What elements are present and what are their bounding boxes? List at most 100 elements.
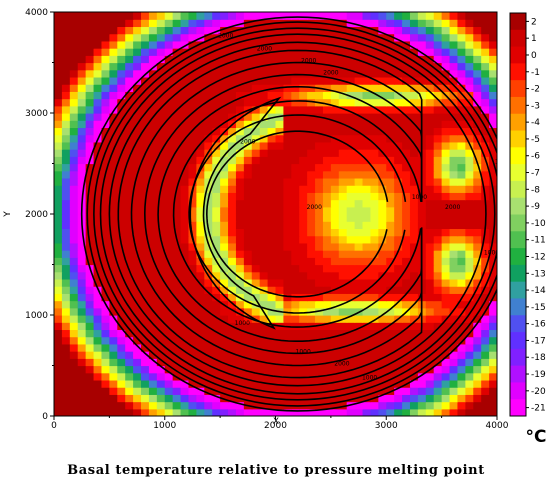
field-cell	[235, 358, 245, 367]
field-cell	[386, 372, 395, 381]
field-cell	[433, 329, 443, 338]
colorbar-swatch	[510, 29, 526, 47]
field-cell	[322, 62, 332, 71]
field-cell	[481, 69, 490, 78]
field-cell	[251, 199, 261, 208]
field-cell	[307, 379, 316, 388]
field-cell	[362, 315, 372, 323]
field-cell	[85, 91, 95, 100]
field-cell	[196, 408, 205, 416]
field-cell	[228, 48, 237, 56]
field-cell	[402, 387, 411, 395]
field-cell	[473, 228, 482, 237]
field-cell	[164, 12, 174, 20]
field-cell	[93, 84, 103, 92]
field-cell	[243, 134, 253, 143]
field-cell	[465, 264, 474, 273]
colorbar-swatch	[510, 281, 526, 299]
field-cell	[425, 177, 435, 186]
field-cell	[141, 26, 150, 35]
field-cell	[61, 113, 71, 121]
field-cell	[489, 322, 497, 331]
field-cell	[283, 300, 292, 309]
field-cell	[489, 48, 497, 56]
field-cell	[259, 235, 269, 244]
field-cell	[307, 206, 316, 215]
field-cell	[402, 408, 411, 416]
field-cell	[481, 33, 490, 42]
field-cell	[433, 221, 443, 230]
field-cell	[212, 351, 221, 359]
field-cell	[164, 401, 174, 410]
colorbar-label: -19	[531, 370, 546, 380]
field-cell	[283, 105, 292, 114]
field-cell	[473, 40, 482, 49]
field-cell	[125, 33, 134, 42]
field-cell	[117, 113, 126, 121]
field-cell	[77, 235, 87, 244]
field-cell	[188, 372, 197, 381]
field-cell	[69, 322, 79, 331]
field-cell	[117, 163, 126, 172]
field-cell	[109, 62, 118, 71]
field-cell	[291, 98, 300, 107]
field-cell	[354, 235, 364, 244]
field-cell	[394, 228, 403, 237]
thickness-contours: 2000200020002000200020001000100020001000…	[80, 16, 497, 412]
field-cell	[378, 33, 387, 42]
field-cell	[172, 98, 182, 107]
field-cell	[441, 307, 451, 316]
field-cell	[346, 98, 356, 107]
field-cell	[69, 372, 79, 381]
field-cell	[425, 329, 435, 338]
field-cell	[69, 387, 79, 395]
field-cell	[54, 206, 63, 215]
field-cell	[180, 379, 190, 388]
field-cell	[425, 170, 435, 179]
field-cell	[291, 134, 300, 143]
field-cell	[133, 40, 142, 49]
field-cell	[315, 365, 324, 374]
field-cell	[243, 387, 253, 395]
field-cell	[473, 192, 482, 201]
field-cell	[93, 185, 103, 193]
field-cell	[291, 192, 300, 201]
field-cell	[196, 40, 205, 49]
field-cell	[69, 55, 79, 64]
field-cell	[235, 163, 245, 172]
field-cell	[172, 329, 182, 338]
field-cell	[307, 55, 316, 64]
field-cell	[481, 336, 490, 345]
field-cell	[85, 372, 95, 381]
field-cell	[433, 19, 443, 28]
field-cell	[228, 365, 237, 374]
field-cell	[457, 351, 466, 359]
field-cell	[93, 163, 103, 172]
field-cell	[346, 221, 356, 230]
field-cell	[85, 257, 95, 266]
field-cell	[156, 163, 166, 172]
field-cell	[267, 149, 277, 157]
field-cell	[148, 242, 158, 251]
field-cell	[259, 192, 269, 201]
field-cell	[251, 235, 261, 244]
field-cell	[322, 250, 332, 258]
field-cell	[243, 351, 253, 359]
field-cell	[125, 120, 134, 129]
field-cell	[338, 329, 348, 338]
field-cell	[291, 278, 300, 287]
field-cell	[346, 343, 356, 352]
field-cell	[101, 98, 110, 107]
field-cell	[362, 84, 372, 92]
field-cell	[402, 19, 411, 28]
field-cell	[164, 358, 174, 367]
field-cell	[275, 235, 285, 244]
field-cell	[394, 19, 403, 28]
field-cell	[220, 278, 229, 287]
field-cell	[212, 358, 221, 367]
field-cell	[481, 293, 490, 302]
field-cell	[251, 91, 261, 100]
field-cell	[156, 76, 166, 85]
field-cell	[54, 177, 63, 186]
field-cell	[394, 401, 403, 410]
